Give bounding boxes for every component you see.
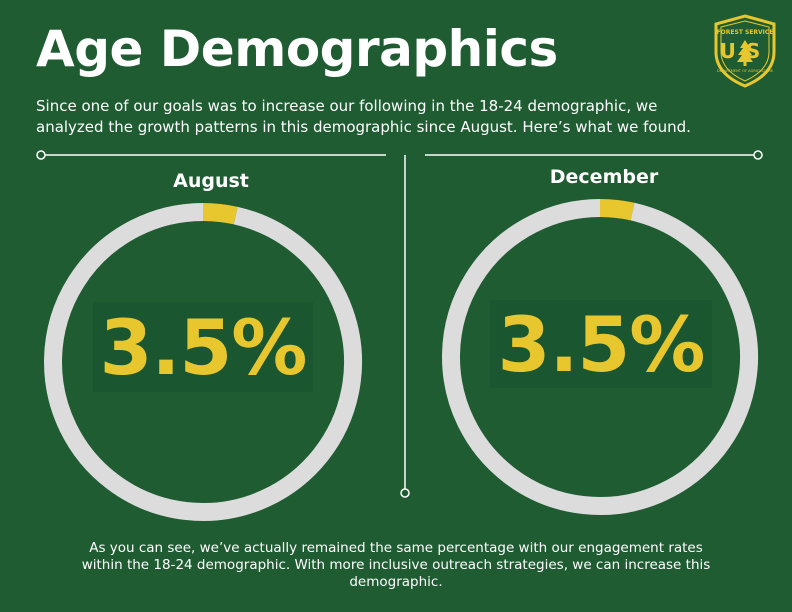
december-percentage: 3.5% [497,299,706,389]
page-title: Age Demographics [36,20,558,78]
tree-icon [737,40,753,62]
december-slice-demographic [599,199,635,221]
intro-text: Since one of our goals was to increase o… [36,97,691,136]
august-percentage: 3.5% [99,302,308,392]
august-label: August [173,170,249,192]
december-slice-remainder [442,199,758,515]
logo-top-text: FOREST SERVICE [717,29,774,36]
august-slice-remainder [44,203,362,521]
forest-service-shield-icon: FOREST SERVICE US DEPARTMENT OF AGRICULT… [714,14,776,88]
august-slice-demographic [202,203,238,225]
august-donut-chart [44,203,362,521]
december-donut-chart [442,199,758,515]
december-label: December [549,166,659,188]
december-value-box: 3.5% [490,299,712,389]
footer-text: As you can see, we’ve actually remained … [81,540,711,590]
logo-bottom-text: DEPARTMENT OF AGRICULTURE [717,69,774,73]
august-value-box: 3.5% [93,302,313,392]
